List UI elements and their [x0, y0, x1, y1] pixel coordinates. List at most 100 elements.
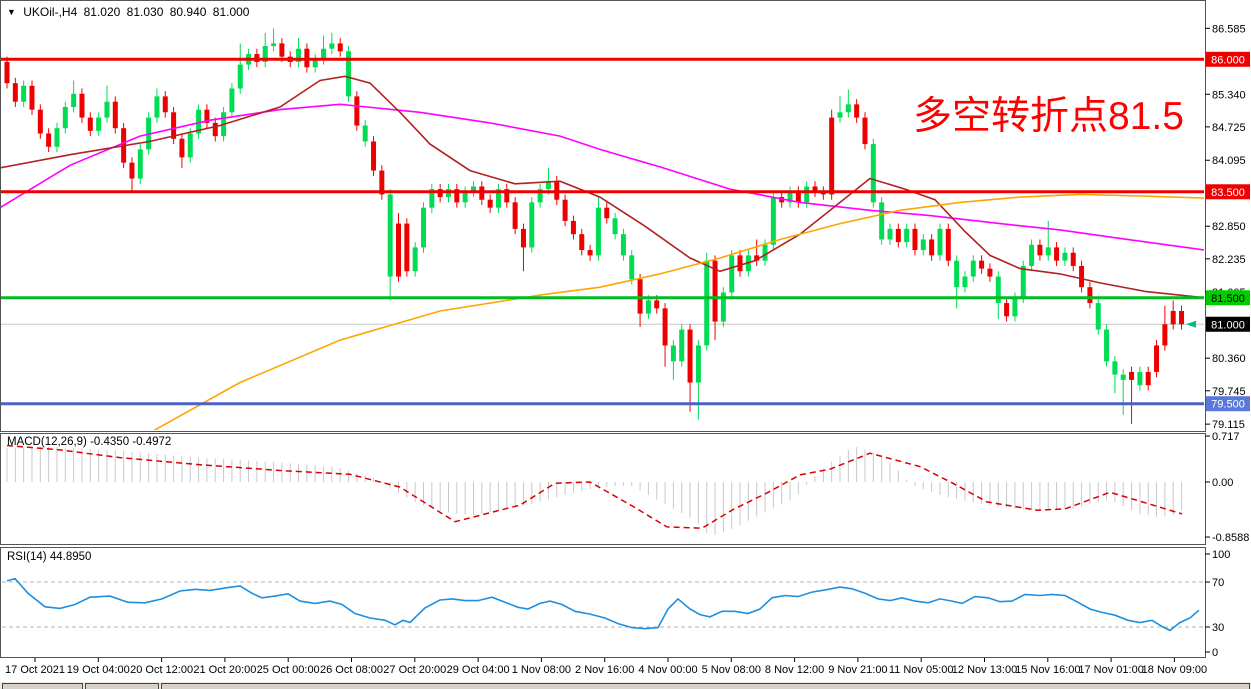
price-tick-label: 79.745	[1212, 386, 1246, 398]
price-tick-label: 80.360	[1212, 353, 1246, 365]
candle-body	[54, 128, 60, 147]
candle-body	[979, 260, 985, 269]
price-badge-label: 86.000	[1211, 54, 1245, 66]
candle-body	[612, 218, 618, 235]
candle-body	[704, 260, 710, 346]
candle-body	[1170, 311, 1176, 325]
candle-body	[229, 88, 235, 113]
macd-signal-line	[6, 444, 1183, 529]
candle-body	[329, 43, 335, 49]
candle-body	[21, 85, 27, 102]
candle-body	[687, 329, 693, 383]
time-tick-label: 12 Nov 13:00	[952, 664, 1017, 676]
candle-body	[604, 207, 610, 219]
candle-body	[595, 207, 601, 256]
collapse-triangle-icon[interactable]: ▼	[7, 7, 16, 17]
candle-body	[71, 93, 77, 107]
candle-body	[562, 199, 568, 221]
price-badge	[1206, 396, 1250, 412]
candle-body	[1145, 371, 1151, 386]
price-pointer-icon	[1186, 320, 1196, 328]
candle-body	[870, 144, 876, 203]
macd-signal-value: -0.4972	[132, 436, 172, 448]
candle-body	[312, 59, 318, 68]
candle-body	[537, 189, 543, 203]
candle-body	[995, 276, 1001, 304]
bottom-tab-strip	[0, 682, 1251, 689]
candle-body	[837, 112, 843, 118]
candle-body	[795, 191, 801, 203]
candle-body	[854, 104, 860, 118]
candle-body	[187, 133, 193, 158]
chart-tab[interactable]	[161, 683, 1250, 689]
price-tick-label: 82.235	[1212, 254, 1246, 266]
time-tick-label: 8 Nov 12:00	[765, 664, 824, 676]
candle-body	[262, 46, 268, 62]
price-badge-label: 83.500	[1211, 187, 1245, 199]
chart-tab[interactable]	[2, 683, 83, 689]
candle-body	[379, 170, 385, 195]
macd-pane[interactable]	[0, 433, 1206, 545]
price-tick-label: 82.850	[1212, 221, 1246, 233]
time-tick-label: 17 Nov 01:00	[1078, 664, 1143, 676]
time-tick-label: 18 Nov 09:00	[1142, 664, 1207, 676]
price-badge-label: 81.000	[1211, 319, 1245, 331]
candle-body	[495, 189, 501, 208]
chart-tab[interactable]	[85, 683, 159, 689]
price-badge	[1206, 51, 1250, 67]
candle-body	[762, 244, 768, 261]
candle-body	[629, 255, 635, 280]
price-tick-label: 79.115	[1212, 419, 1245, 431]
candle-body	[920, 239, 926, 251]
time-tick-label: 4 Nov 00:00	[638, 664, 697, 676]
candle-body	[1070, 252, 1076, 266]
candle-body	[720, 292, 726, 322]
candle-body	[179, 138, 185, 158]
candle-body	[1045, 247, 1051, 256]
main-price-pane[interactable]	[0, 0, 1206, 432]
ma-fast-darkred	[1, 75, 1204, 299]
rsi-value: 44.8950	[49, 551, 92, 563]
candle-body	[346, 51, 352, 97]
candle-body	[29, 85, 35, 110]
candle-body	[737, 255, 743, 272]
candle-body	[579, 234, 585, 251]
candle-body	[712, 260, 718, 322]
time-tick-label: 5 Nov 08:00	[702, 664, 761, 676]
candle-body	[421, 207, 426, 248]
candle-body	[204, 109, 210, 123]
time-tick-label: 29 Oct 04:00	[447, 664, 510, 676]
rsi-line	[6, 577, 1200, 632]
price-badge-label: 81.500	[1211, 293, 1245, 305]
rsi-tick-label: 100	[1212, 549, 1230, 561]
rsi-name: RSI(14)	[7, 551, 47, 563]
rsi-tick-label: 70	[1212, 577, 1224, 589]
rsi-content	[2, 577, 1205, 632]
candle-body	[129, 162, 135, 179]
time-tick-label: 17 Oct 2021	[5, 664, 65, 676]
candle-body	[337, 43, 343, 52]
time-tick-label: 26 Oct 08:00	[320, 664, 383, 676]
candle-body	[196, 109, 202, 134]
time-tick-label: 1 Nov 08:00	[512, 664, 571, 676]
candle-body	[1087, 287, 1093, 304]
candle-body	[454, 189, 460, 203]
candle-body	[570, 220, 576, 235]
candle-body	[1137, 371, 1143, 386]
ma-mid-magenta	[1, 103, 1204, 251]
rsi-indicator-label: RSI(14) 44.8950	[7, 551, 91, 563]
candle-body	[904, 228, 910, 243]
time-tick-label: 25 Oct 00:00	[257, 664, 320, 676]
candle-body	[37, 109, 43, 134]
candle-body	[695, 345, 701, 383]
candle-body	[862, 117, 868, 145]
time-tick-label: 9 Nov 21:00	[828, 664, 887, 676]
candle-body	[1162, 324, 1168, 346]
rsi-pane[interactable]	[0, 547, 1206, 658]
time-tick-label: 15 Nov 16:00	[1015, 664, 1080, 676]
candle-body	[1154, 345, 1160, 372]
candle-body	[645, 300, 651, 314]
macd-tick-label: -0.8588	[1212, 532, 1249, 544]
